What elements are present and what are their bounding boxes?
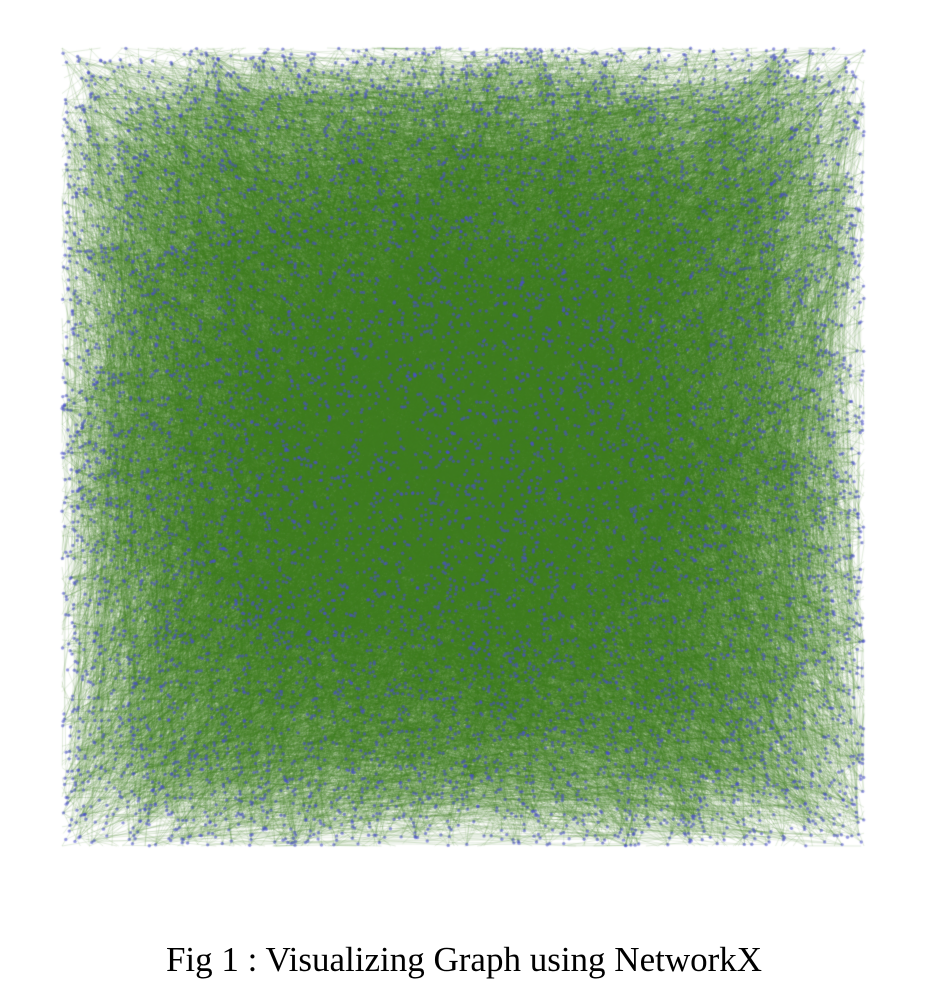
network-graph-visualization [40,26,886,868]
figure-caption: Fig 1 : Visualizing Graph using NetworkX [165,940,763,979]
